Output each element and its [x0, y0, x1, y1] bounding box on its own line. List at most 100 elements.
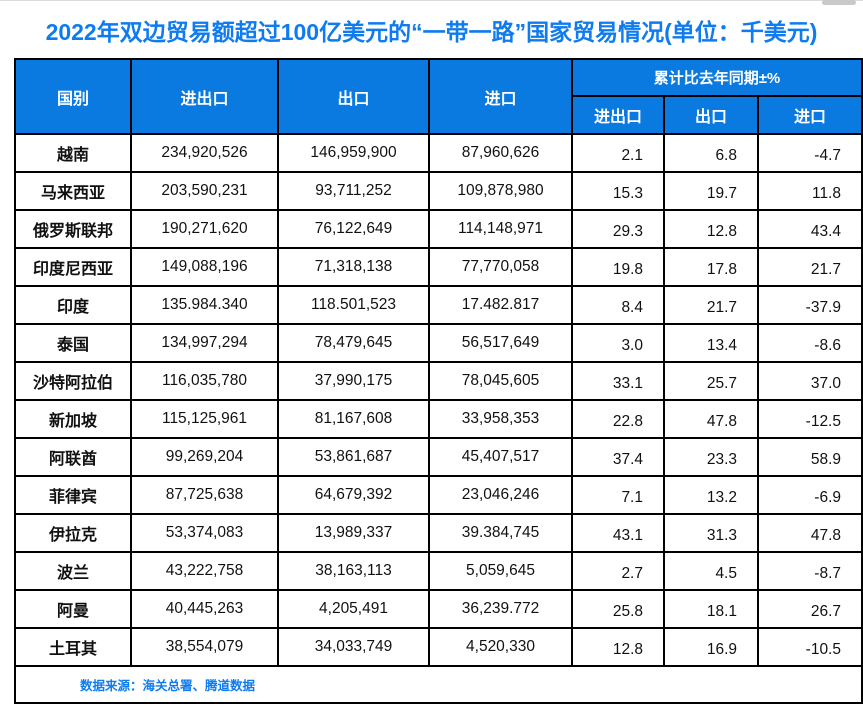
col-header-pct-total: 进出口 [571, 95, 665, 135]
table-row: 俄罗斯联邦 190,271,620 76,122,649 114,148,971… [14, 209, 863, 249]
pct-export-cell: 31.3 [663, 513, 759, 553]
pct-total-cell: 29.3 [571, 209, 665, 249]
country-cell: 波兰 [14, 551, 132, 591]
pct-total-cell: 15.3 [571, 171, 665, 211]
pct-import-cell: 58.9 [757, 437, 863, 477]
table-body: 越南 234,920,526 146,959,900 87,960,626 2.… [14, 133, 863, 667]
pct-export-cell: 23.3 [663, 437, 759, 477]
country-cell: 伊拉克 [14, 513, 132, 553]
import-value-cell: 33,958,353 [428, 399, 573, 439]
pct-import-cell: -10.5 [757, 627, 863, 667]
export-value-cell: 64,679,392 [277, 475, 430, 515]
pct-total-cell: 12.8 [571, 627, 665, 667]
table-row: 新加坡 115,125,961 81,167,608 33,958,353 22… [14, 399, 863, 439]
pct-import-cell: -12.5 [757, 399, 863, 439]
pct-total-cell: 2.1 [571, 133, 665, 173]
import-value-cell: 36,239.772 [428, 589, 573, 629]
import-value-cell: 17.482.817 [428, 285, 573, 325]
import-value-cell: 39.384,745 [428, 513, 573, 553]
import-value-cell: 78,045,605 [428, 361, 573, 401]
export-value-cell: 13,989,337 [277, 513, 430, 553]
import-value-cell: 45,407,517 [428, 437, 573, 477]
pct-import-cell: 11.8 [757, 171, 863, 211]
source-row: 数据来源：海关总署、腾道数据 [14, 665, 863, 704]
table-row: 泰国 134,997,294 78,479,645 56,517,649 3.0… [14, 323, 863, 363]
table-row: 马来西亚 203,590,231 93,711,252 109,878,980 … [14, 171, 863, 211]
country-cell: 泰国 [14, 323, 132, 363]
total-value-cell: 134,997,294 [130, 323, 279, 363]
import-value-cell: 77,770,058 [428, 247, 573, 287]
export-value-cell: 38,163,113 [277, 551, 430, 591]
country-cell: 菲律宾 [14, 475, 132, 515]
country-cell: 土耳其 [14, 627, 132, 667]
pct-import-cell: -8.7 [757, 551, 863, 591]
export-value-cell: 146,959,900 [277, 133, 430, 173]
total-value-cell: 116,035,780 [130, 361, 279, 401]
pct-export-cell: 12.8 [663, 209, 759, 249]
export-value-cell: 78,479,645 [277, 323, 430, 363]
pct-total-cell: 37.4 [571, 437, 665, 477]
export-value-cell: 81,167,608 [277, 399, 430, 439]
total-value-cell: 40,445,263 [130, 589, 279, 629]
export-value-cell: 53,861,687 [277, 437, 430, 477]
pct-export-cell: 21.7 [663, 285, 759, 325]
country-cell: 沙特阿拉伯 [14, 361, 132, 401]
import-value-cell: 114,148,971 [428, 209, 573, 249]
pct-total-cell: 8.4 [571, 285, 665, 325]
table-row: 沙特阿拉伯 116,035,780 37,990,175 78,045,605 … [14, 361, 863, 401]
window-top-divider [0, 0, 863, 1]
pct-export-cell: 47.8 [663, 399, 759, 439]
pct-import-cell: 37.0 [757, 361, 863, 401]
pct-total-cell: 2.7 [571, 551, 665, 591]
pct-export-cell: 16.9 [663, 627, 759, 667]
table-header: 国别 进出口 出口 进口 累计比去年同期±% 进出口 出口 进口 [14, 58, 863, 135]
total-value-cell: 149,088,196 [130, 247, 279, 287]
total-value-cell: 135.984.340 [130, 285, 279, 325]
table-row: 土耳其 38,554,079 34,033,749 4,520,330 12.8… [14, 627, 863, 667]
table-row: 菲律宾 87,725,638 64,679,392 23,046,246 7.1… [14, 475, 863, 515]
export-value-cell: 76,122,649 [277, 209, 430, 249]
pct-export-cell: 19.7 [663, 171, 759, 211]
pct-import-cell: 43.4 [757, 209, 863, 249]
table-footer: 数据来源：海关总署、腾道数据 [14, 665, 863, 704]
pct-export-cell: 4.5 [663, 551, 759, 591]
country-cell: 阿联酋 [14, 437, 132, 477]
scrollbar-thumb[interactable] [822, 0, 856, 5]
pct-total-cell: 43.1 [571, 513, 665, 553]
pct-export-cell: 13.4 [663, 323, 759, 363]
export-value-cell: 71,318,138 [277, 247, 430, 287]
pct-import-cell: 21.7 [757, 247, 863, 287]
total-value-cell: 99,269,204 [130, 437, 279, 477]
country-cell: 新加坡 [14, 399, 132, 439]
col-header-export: 出口 [277, 58, 430, 135]
pct-total-cell: 3.0 [571, 323, 665, 363]
import-value-cell: 56,517,649 [428, 323, 573, 363]
pct-import-cell: 26.7 [757, 589, 863, 629]
col-header-pct-import: 进口 [757, 95, 863, 135]
table-row: 越南 234,920,526 146,959,900 87,960,626 2.… [14, 133, 863, 173]
pct-total-cell: 7.1 [571, 475, 665, 515]
country-cell: 阿曼 [14, 589, 132, 629]
table-row: 印度尼西亚 149,088,196 71,318,138 77,770,058 … [14, 247, 863, 287]
pct-import-cell: -37.9 [757, 285, 863, 325]
table-row: 阿联酋 99,269,204 53,861,687 45,407,517 37.… [14, 437, 863, 477]
pct-import-cell: -8.6 [757, 323, 863, 363]
pct-export-cell: 25.7 [663, 361, 759, 401]
total-value-cell: 53,374,083 [130, 513, 279, 553]
import-value-cell: 4,520,330 [428, 627, 573, 667]
pct-import-cell: -6.9 [757, 475, 863, 515]
total-value-cell: 87,725,638 [130, 475, 279, 515]
total-value-cell: 203,590,231 [130, 171, 279, 211]
pct-export-cell: 18.1 [663, 589, 759, 629]
pct-total-cell: 22.8 [571, 399, 665, 439]
pct-total-cell: 25.8 [571, 589, 665, 629]
table-row: 波兰 43,222,758 38,163,113 5,059,645 2.7 4… [14, 551, 863, 591]
col-header-total: 进出口 [130, 58, 279, 135]
pct-import-cell: -4.7 [757, 133, 863, 173]
country-cell: 俄罗斯联邦 [14, 209, 132, 249]
import-value-cell: 109,878,980 [428, 171, 573, 211]
pct-export-cell: 13.2 [663, 475, 759, 515]
country-cell: 印度 [14, 285, 132, 325]
total-value-cell: 115,125,961 [130, 399, 279, 439]
col-header-country: 国别 [14, 58, 132, 135]
